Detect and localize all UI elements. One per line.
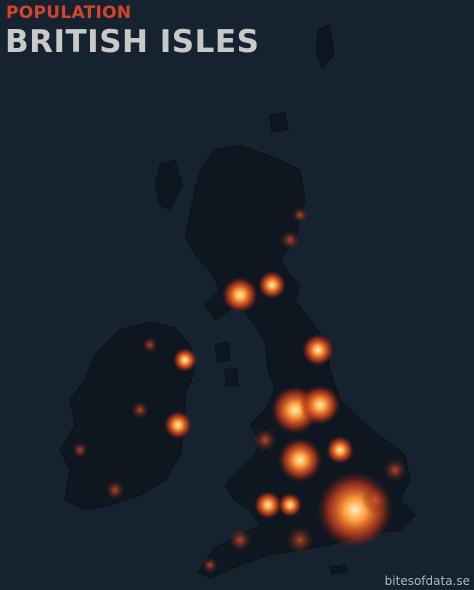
title: BRITISH ISLES (5, 24, 260, 60)
kicker: POPULATION (6, 3, 132, 23)
credit: bitesofdata.se (384, 574, 470, 588)
land (59, 24, 416, 579)
population-glow (72, 207, 407, 573)
